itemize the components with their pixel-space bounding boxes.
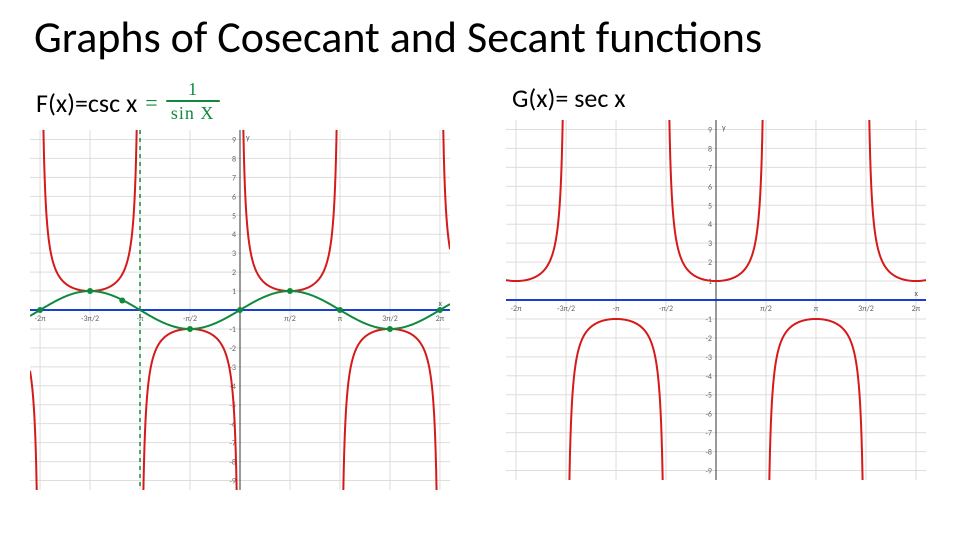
- svg-text:y: y: [722, 123, 726, 133]
- svg-text:-4: -4: [705, 372, 712, 382]
- svg-text:-π/2: -π/2: [183, 314, 197, 324]
- svg-text:5: 5: [232, 211, 236, 221]
- svg-text:π/2: π/2: [284, 314, 296, 324]
- csc-label-text: F(x)=csc x: [36, 87, 137, 119]
- svg-text:-7: -7: [705, 429, 712, 439]
- svg-text:-8: -8: [705, 448, 712, 458]
- svg-text:6: 6: [708, 182, 712, 192]
- svg-text:-3π/2: -3π/2: [557, 304, 575, 314]
- svg-text:-9: -9: [229, 477, 236, 487]
- svg-text:1: 1: [232, 287, 236, 297]
- svg-text:-9: -9: [705, 467, 712, 477]
- sec-chart: -2π -3π/2 -π -π/2 π/2 π 3π/2 2π -9 -8 -7 -6 -5 -4 -3 -2…: [506, 120, 926, 480]
- hand-dot: [87, 288, 93, 294]
- svg-text:3π/2: 3π/2: [382, 314, 398, 324]
- svg-text:-π/2: -π/2: [659, 304, 673, 314]
- svg-text:y: y: [246, 133, 250, 143]
- svg-text:-2π: -2π: [511, 304, 523, 314]
- fraction-numerator: 1: [188, 80, 197, 100]
- svg-text:7: 7: [232, 173, 236, 183]
- svg-text:9: 9: [708, 125, 712, 135]
- svg-text:8: 8: [708, 144, 712, 154]
- svg-text:π: π: [814, 304, 819, 314]
- svg-text:-1: -1: [705, 315, 712, 325]
- svg-text:π: π: [338, 314, 343, 324]
- svg-text:π/2: π/2: [760, 304, 772, 314]
- svg-text:-3: -3: [705, 353, 712, 363]
- svg-text:-3π/2: -3π/2: [81, 314, 99, 324]
- sec-label-text: G(x)= sec x: [512, 82, 626, 114]
- svg-text:5: 5: [708, 201, 712, 211]
- hand-dot: [187, 326, 193, 332]
- svg-text:1: 1: [708, 277, 712, 287]
- hand-dot: [119, 298, 125, 304]
- svg-text:3: 3: [232, 249, 236, 259]
- hand-dot: [387, 326, 393, 332]
- hand-dot: [237, 307, 243, 313]
- svg-text:4: 4: [232, 230, 236, 240]
- svg-text:-6: -6: [705, 410, 712, 420]
- svg-text:-2: -2: [229, 344, 236, 354]
- left-function-label: F(x)=csc x = 1 sin X: [30, 82, 450, 124]
- svg-text:-π: -π: [613, 304, 620, 314]
- svg-text:2: 2: [232, 268, 236, 278]
- svg-text:6: 6: [232, 192, 236, 202]
- svg-text:8: 8: [232, 154, 236, 164]
- svg-text:-1: -1: [229, 325, 236, 335]
- svg-text:x: x: [915, 289, 919, 299]
- svg-text:2: 2: [708, 258, 712, 268]
- svg-text:2π: 2π: [436, 314, 445, 324]
- hand-dot: [337, 307, 343, 313]
- svg-text:-2π: -2π: [35, 314, 47, 324]
- page-title: Graphs of Cosecant and Secant functions: [0, 0, 960, 64]
- right-column: G(x)= sec x -2π -3π/2 -π -π/2 π/2 π 3π/2 2π -9 -8…: [506, 82, 926, 490]
- svg-text:3π/2: 3π/2: [858, 304, 874, 314]
- svg-text:-5: -5: [705, 391, 712, 401]
- fraction-denominator: sin X: [171, 102, 215, 122]
- hand-fraction: 1 sin X: [166, 80, 220, 122]
- svg-text:9: 9: [232, 135, 236, 145]
- hand-dot: [437, 307, 443, 313]
- right-function-label: G(x)= sec x: [506, 82, 926, 114]
- svg-text:7: 7: [708, 163, 712, 173]
- hand-dot: [37, 307, 43, 313]
- svg-text:2π: 2π: [912, 304, 921, 314]
- hand-dot: [287, 288, 293, 294]
- left-column: F(x)=csc x = 1 sin X -2π-3π/2-π-π/2π/2π3…: [30, 82, 450, 490]
- hand-equals: =: [145, 90, 157, 116]
- svg-text:3: 3: [708, 239, 712, 249]
- csc-chart: -2π-3π/2-π-π/2π/2π3π/22π-9-8-7-6-5-4-3-2…: [30, 130, 450, 490]
- svg-text:4: 4: [708, 220, 712, 230]
- svg-text:-2: -2: [705, 334, 712, 344]
- content-row: F(x)=csc x = 1 sin X -2π-3π/2-π-π/2π/2π3…: [0, 64, 960, 490]
